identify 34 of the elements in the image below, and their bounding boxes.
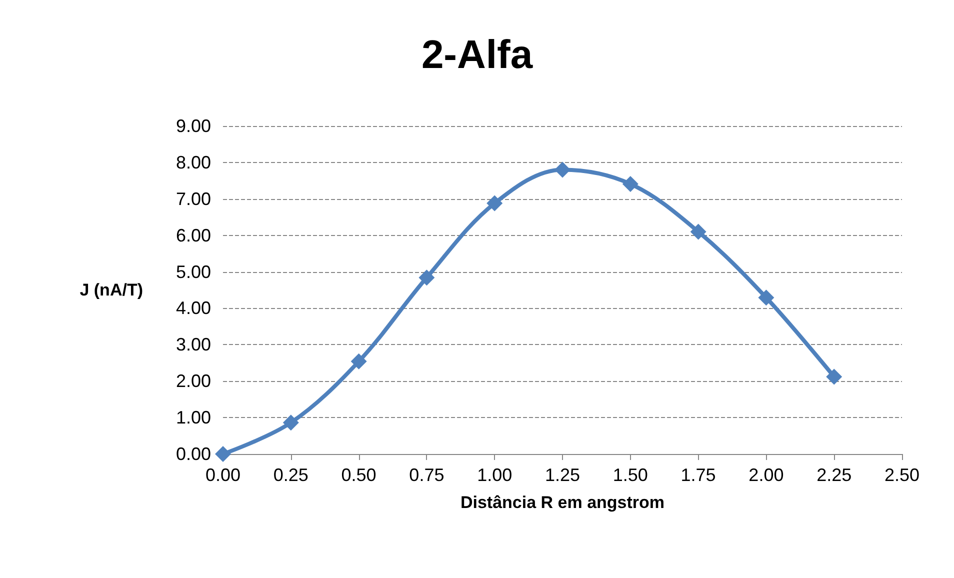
x-tick-label: 0.75 [409, 465, 444, 485]
y-tick-label: 6.00 [176, 225, 211, 246]
point [758, 290, 774, 306]
point [554, 162, 570, 178]
x-tick-label: 1.75 [680, 465, 716, 485]
point [486, 195, 503, 212]
x-tick-label: 0.00 [205, 465, 241, 485]
x-tick-label: 2.00 [748, 465, 784, 485]
y-tick-label: 8.00 [176, 152, 211, 172]
y-tick-label: 9.00 [176, 116, 211, 136]
y-tick-label: 1.00 [176, 408, 211, 428]
y-tick-label: 2.00 [176, 371, 211, 392]
point [350, 353, 367, 370]
point [215, 446, 231, 462]
point [826, 368, 842, 385]
y-tick-label: 0.00 [176, 444, 211, 464]
point [690, 224, 706, 240]
point [622, 176, 638, 192]
point [282, 414, 299, 431]
point [418, 270, 435, 286]
x-tick-label: 0.25 [273, 465, 308, 485]
x-tick-label: 2.50 [884, 465, 920, 485]
y-tick-label: 7.00 [176, 188, 211, 209]
x-tick-label: 1.25 [544, 465, 580, 485]
x-tick-label: 0.50 [341, 465, 376, 485]
y-tick-label: 4.00 [176, 298, 211, 318]
x-tick-label: 1.00 [477, 465, 512, 485]
x-tick-label: 2.25 [816, 465, 852, 485]
y-axis-title: J (nA/T) [80, 280, 143, 300]
x-axis-title: Distância R em angstrom [460, 493, 665, 512]
x-tick-label: 1.50 [612, 465, 648, 485]
y-tick-label: 3.00 [176, 334, 211, 355]
chart-title: 2-Alfa [421, 33, 534, 77]
y-tick-label: 5.00 [176, 262, 211, 282]
